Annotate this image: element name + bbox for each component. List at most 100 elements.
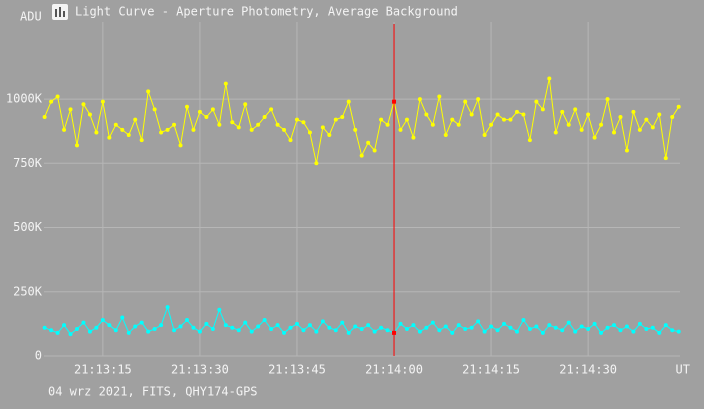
data-point [476, 97, 481, 102]
data-point [210, 327, 215, 332]
data-point [676, 329, 681, 334]
data-point [599, 330, 604, 335]
data-point [430, 122, 435, 127]
data-point [243, 320, 248, 325]
data-point [527, 327, 532, 332]
data-point [385, 328, 390, 333]
data-point [527, 138, 532, 143]
data-point [191, 325, 196, 330]
data-point [139, 138, 144, 143]
data-point [256, 324, 261, 329]
x-axis-label: UT [676, 363, 690, 377]
data-point [68, 332, 73, 337]
data-point [379, 325, 384, 330]
data-point [437, 94, 442, 99]
data-point [230, 325, 235, 330]
data-point [644, 117, 649, 122]
data-point [521, 112, 526, 117]
data-point [159, 323, 164, 328]
data-point [560, 109, 565, 114]
data-point [469, 112, 474, 117]
data-point [262, 115, 267, 120]
data-point [275, 323, 280, 328]
data-point [385, 122, 390, 127]
app-icon [52, 4, 68, 20]
y-tick-label: 250K [13, 284, 43, 298]
data-point [172, 328, 177, 333]
data-point [94, 325, 99, 330]
data-point [126, 133, 131, 138]
data-point [495, 328, 500, 333]
data-point [437, 328, 442, 333]
data-point [217, 307, 222, 312]
data-point [618, 115, 623, 120]
data-point [320, 125, 325, 130]
data-point [68, 107, 73, 112]
data-point [489, 324, 494, 329]
data-point [288, 325, 293, 330]
data-point [126, 330, 131, 335]
data-point [411, 323, 416, 328]
data-point [579, 127, 584, 132]
x-tick-label: 21:14:00 [365, 363, 423, 377]
data-point [599, 122, 604, 127]
data-point [49, 99, 54, 104]
x-tick-label: 21:14:30 [559, 363, 617, 377]
data-point [663, 156, 668, 161]
data-point [191, 127, 196, 132]
data-point [443, 324, 448, 329]
data-point [107, 135, 112, 140]
data-point [159, 130, 164, 135]
data-point [463, 327, 468, 332]
data-point [320, 319, 325, 324]
data-point [624, 324, 629, 329]
data-point [243, 102, 248, 107]
data-point [469, 325, 474, 330]
data-point [586, 112, 591, 117]
data-point [605, 97, 610, 102]
data-point [482, 133, 487, 138]
data-point [489, 122, 494, 127]
data-point [307, 323, 312, 328]
data-point [256, 122, 261, 127]
data-point [644, 327, 649, 332]
data-point [670, 115, 675, 120]
data-point [314, 161, 319, 166]
data-point [87, 112, 92, 117]
data-point [566, 122, 571, 127]
data-point [456, 122, 461, 127]
data-point [663, 323, 668, 328]
data-point [269, 327, 274, 332]
data-point [353, 127, 358, 132]
data-point [223, 81, 228, 86]
data-point [612, 130, 617, 135]
data-point [650, 125, 655, 130]
cursor-marker [392, 330, 397, 335]
data-point [372, 148, 377, 153]
data-point [49, 328, 54, 333]
data-point [502, 321, 507, 326]
data-point [42, 325, 47, 330]
data-point [514, 329, 519, 334]
data-point [165, 305, 170, 310]
data-point [534, 99, 539, 104]
data-point [624, 148, 629, 153]
data-point [178, 324, 183, 329]
data-point [547, 323, 552, 328]
data-point [294, 117, 299, 122]
data-point [456, 323, 461, 328]
data-point [379, 117, 384, 122]
data-point [152, 107, 157, 112]
data-point [592, 135, 597, 140]
data-point [146, 89, 151, 94]
data-point [333, 328, 338, 333]
data-point [236, 125, 241, 130]
data-point [133, 324, 138, 329]
data-point [417, 97, 422, 102]
data-point [275, 122, 280, 127]
data-point [184, 104, 189, 109]
data-point [657, 330, 662, 335]
y-tick-label: 1000K [6, 92, 43, 106]
data-point [650, 325, 655, 330]
data-point [340, 115, 345, 120]
